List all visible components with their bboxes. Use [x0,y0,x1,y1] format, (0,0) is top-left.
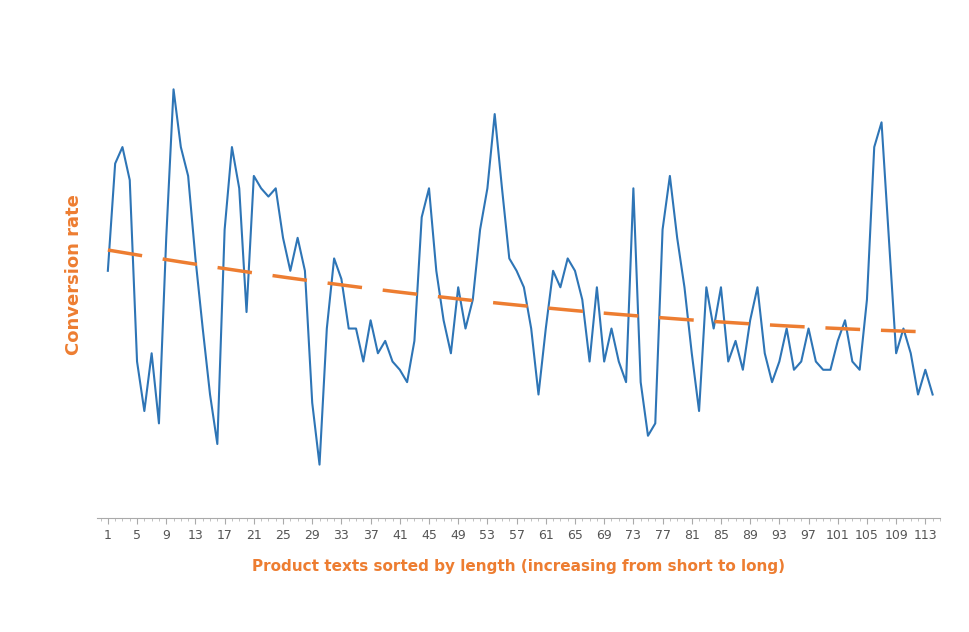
X-axis label: Product texts sorted by length (increasing from short to long): Product texts sorted by length (increasi… [252,559,785,574]
Y-axis label: Conversion rate: Conversion rate [65,195,83,355]
